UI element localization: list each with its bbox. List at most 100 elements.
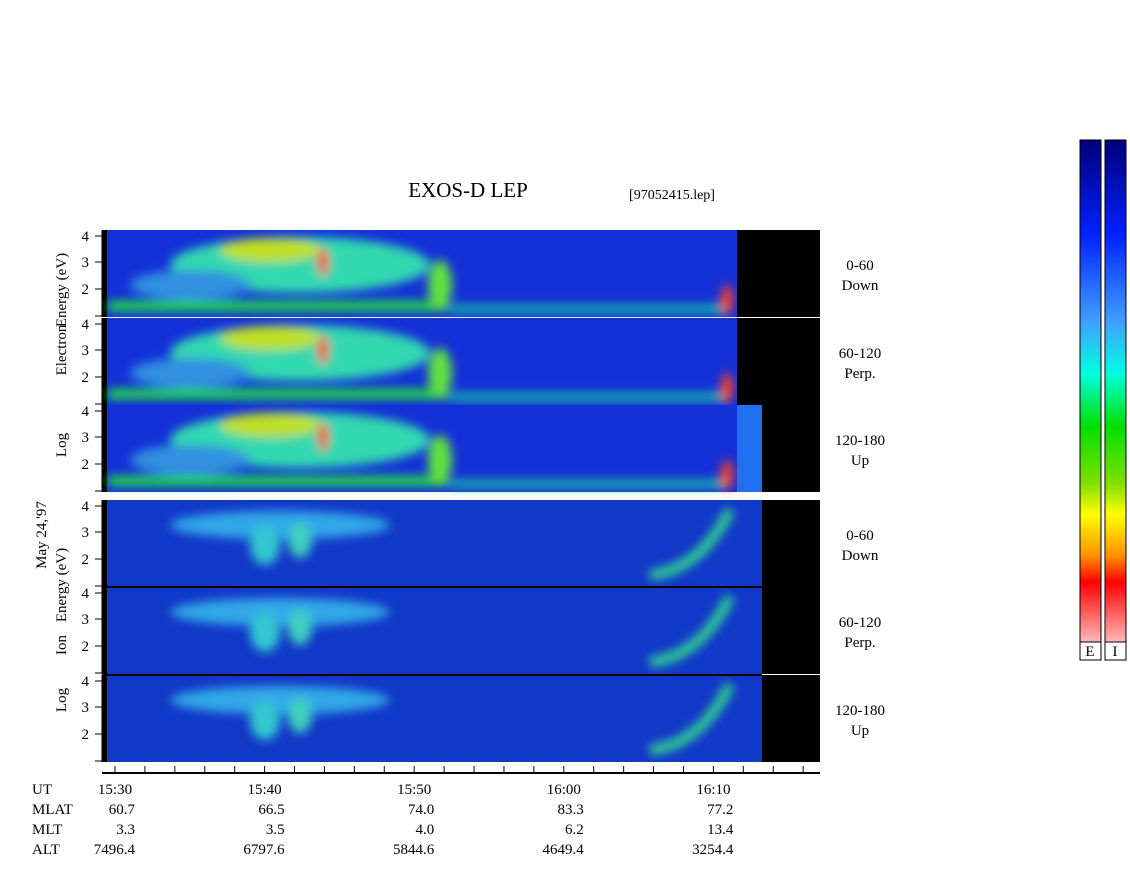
- colorbar: [1104, 139, 1127, 661]
- feature: [170, 686, 390, 714]
- feature: [428, 435, 452, 485]
- colorbar-label: E: [1085, 644, 1094, 660]
- pitch-direction: Perp.: [844, 366, 875, 382]
- spectrogram-features: [108, 325, 733, 403]
- ephemeris-value: 4649.4: [543, 842, 585, 858]
- colorbar-label-box: [1104, 641, 1127, 661]
- feature: [250, 612, 280, 652]
- feature: [250, 525, 280, 565]
- time-tick-label: 15:40: [248, 782, 282, 798]
- ephemeris-value: 66.5: [258, 802, 284, 818]
- energy-tick-label: 3: [82, 343, 90, 359]
- ephemeris-value: 3254.4: [692, 842, 734, 858]
- energy-tick-label: 2: [82, 282, 90, 298]
- feature: [721, 285, 733, 315]
- feature: [220, 238, 320, 262]
- panel-end: [737, 230, 820, 317]
- feature: [450, 480, 730, 488]
- colorbar-label: I: [1113, 644, 1118, 660]
- ephemeris-value: 60.7: [109, 802, 136, 818]
- pitch-range: 0-60: [846, 258, 874, 274]
- feature: [220, 326, 320, 350]
- feature: [250, 700, 280, 740]
- energy-tick-label: 4: [82, 404, 90, 420]
- feature: [428, 348, 452, 398]
- feature: [108, 476, 448, 486]
- feature: [721, 460, 733, 490]
- feature: [170, 511, 390, 539]
- feature: [288, 697, 312, 733]
- pitch-direction: Down: [842, 278, 879, 294]
- feature: [649, 507, 735, 580]
- date: May 24,'97: [34, 501, 50, 569]
- feature: [649, 682, 735, 755]
- energy-tick-label: 4: [82, 586, 90, 602]
- energy-axis-label: Electron: [54, 324, 70, 375]
- energy-tick-label: 4: [82, 499, 90, 515]
- spectrogram-features: [108, 237, 733, 315]
- colorbar: [1079, 139, 1102, 661]
- energy-tick-label: 3: [82, 612, 90, 628]
- feature: [108, 301, 448, 311]
- ephemeris-value: 3.5: [266, 822, 285, 838]
- feature: [170, 598, 390, 626]
- panel-end: [762, 405, 820, 492]
- energy-axis-label: Energy (eV): [54, 253, 70, 327]
- pitch-direction: Perp.: [844, 635, 875, 651]
- energy-tick-label: 2: [82, 370, 90, 386]
- file-name: [97052415.lep]: [629, 188, 715, 203]
- feature: [450, 305, 730, 313]
- spectrogram-features: [108, 412, 733, 490]
- feature: [130, 445, 250, 475]
- feature: [318, 248, 328, 276]
- row-label: MLAT: [32, 802, 73, 818]
- feature: [428, 260, 452, 310]
- feature: [220, 413, 320, 437]
- feature: [649, 594, 735, 667]
- ephemeris-value: 4.0: [415, 822, 434, 838]
- energy-tick-label: 4: [82, 317, 90, 333]
- spectrogram-features: [170, 507, 735, 580]
- feature: [450, 393, 730, 401]
- ephemeris-value: 7496.4: [94, 842, 136, 858]
- pitch-range: 0-60: [846, 528, 874, 544]
- pitch-range: 120-180: [835, 703, 885, 719]
- energy-tick-label: 4: [82, 674, 90, 690]
- colorbar-label-box: [1079, 641, 1102, 661]
- spectrogram-features: [170, 594, 735, 667]
- ephemeris-value: 74.0: [408, 802, 434, 818]
- energy-tick-label: 2: [82, 552, 90, 568]
- panel-end: [737, 318, 820, 405]
- energy-tick-label: 3: [82, 525, 90, 541]
- pitch-direction: Down: [842, 548, 879, 564]
- time-tick-label: 15:50: [397, 782, 431, 798]
- pitch-range: 60-120: [839, 346, 882, 362]
- row-label: UT: [32, 782, 52, 798]
- pitch-direction: Up: [851, 453, 869, 469]
- pitch-range: 120-180: [835, 433, 885, 449]
- energy-tick-label: 3: [82, 700, 90, 716]
- energy-tick-label: 2: [82, 639, 90, 655]
- row-label: MLT: [32, 822, 62, 838]
- feature: [288, 609, 312, 645]
- ephemeris-value: 13.4: [707, 822, 734, 838]
- feature: [288, 522, 312, 558]
- ephemeris-value: 83.3: [558, 802, 584, 818]
- ephemeris-value: 3.3: [116, 822, 135, 838]
- ephemeris-value: 6.2: [565, 822, 584, 838]
- time-tick-label: 16:10: [696, 782, 730, 798]
- feature: [318, 336, 328, 364]
- title: EXOS-D LEP: [408, 178, 528, 202]
- feature: [130, 270, 250, 300]
- row-label: ALT: [32, 842, 60, 858]
- energy-axis-label: Log: [54, 432, 70, 457]
- pitch-range: 60-120: [839, 615, 882, 631]
- time-tick-label: 15:30: [98, 782, 132, 798]
- energy-tick-label: 2: [82, 457, 90, 473]
- pitch-direction: Up: [851, 723, 869, 739]
- energy-tick-label: 3: [82, 430, 90, 446]
- feature: [108, 389, 448, 399]
- energy-tick-label: 2: [82, 727, 90, 743]
- spectrogram-features: [170, 682, 735, 755]
